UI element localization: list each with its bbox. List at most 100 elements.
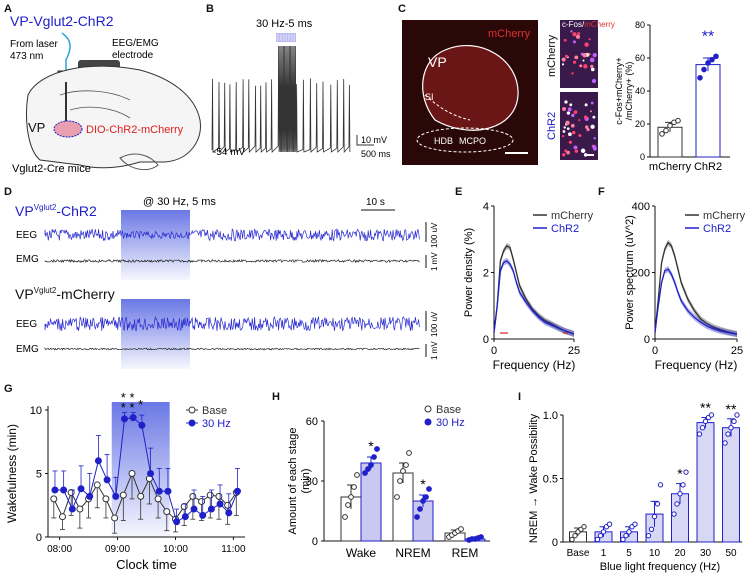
data-point bbox=[680, 482, 686, 488]
data-point bbox=[147, 470, 155, 477]
cell-dot bbox=[575, 34, 581, 39]
stim-window-2 bbox=[121, 299, 190, 369]
y-axis-label: Power density (%) bbox=[463, 228, 475, 317]
eeg-label-2: EEG bbox=[16, 319, 37, 330]
legend-label: mCherry bbox=[703, 210, 746, 222]
x-tick-label: 09:00 bbox=[105, 544, 130, 555]
x-tick-label: 25 bbox=[731, 345, 743, 357]
significance-label: * bbox=[420, 476, 426, 492]
data-point bbox=[103, 476, 111, 484]
y-tick-label: 1.0 bbox=[543, 410, 558, 422]
mice-label: Vglut2-Cre mice bbox=[12, 163, 91, 175]
cell-dot bbox=[564, 54, 569, 58]
data-point bbox=[426, 486, 432, 492]
panel-a: A VP-Vglut2-ChR2 From laser 473 nm EEG/E… bbox=[4, 3, 201, 175]
y-tick-label: 5 bbox=[36, 469, 42, 481]
stim-window-1 bbox=[121, 210, 190, 280]
data-point bbox=[181, 513, 189, 521]
data-point bbox=[594, 536, 601, 543]
emg-trace-2 bbox=[44, 347, 420, 351]
data-point bbox=[394, 494, 400, 500]
d-scale-label: 10 s bbox=[366, 197, 385, 208]
cell-dot bbox=[592, 146, 597, 151]
stim-pulses-b bbox=[276, 34, 295, 41]
sem-band bbox=[494, 242, 574, 337]
brain-outline bbox=[26, 65, 201, 169]
x-tick-label: 25 bbox=[568, 345, 580, 357]
cell-dot bbox=[563, 126, 566, 129]
data-point bbox=[667, 122, 673, 129]
data-point bbox=[164, 487, 172, 495]
d-title-1: VPVglut2-ChR2 bbox=[15, 203, 97, 219]
x-tick-label: 10:00 bbox=[163, 544, 188, 555]
cell-dot bbox=[570, 123, 575, 128]
panel-b: B 30 Hz-5 ms -54 mV 10 mV 500 ms bbox=[206, 3, 391, 159]
electrode-label-2: electrode bbox=[112, 50, 154, 61]
injection-site bbox=[53, 120, 83, 138]
significance-label: * bbox=[121, 400, 126, 415]
cell-dot bbox=[582, 52, 587, 58]
chart-c: 0 20 40 60 80 mCherry ChR2 ** c-Fos+mCherry+/mCh… bbox=[614, 20, 730, 173]
data-point bbox=[677, 491, 683, 497]
y-axis-label-2: (min) bbox=[300, 468, 312, 493]
optic-fiber bbox=[61, 32, 71, 72]
hdb-label: HDB bbox=[434, 136, 453, 146]
y-tick-label: 80 bbox=[635, 20, 645, 30]
legend-label: Base bbox=[202, 405, 227, 417]
data-point bbox=[342, 514, 348, 520]
data-point bbox=[734, 412, 740, 418]
cell-dot bbox=[590, 67, 595, 72]
emg-label-2: EMG bbox=[16, 344, 39, 355]
data-point bbox=[406, 450, 412, 456]
legend-label: ChR2 bbox=[703, 223, 731, 235]
vm-label: -54 mV bbox=[213, 147, 246, 158]
data-point bbox=[58, 513, 66, 521]
data-point bbox=[111, 514, 119, 522]
panel-label-d: D bbox=[4, 186, 12, 198]
panel-c: C mCherry VP SI HDB MCPO c-Fos/mCherry m… bbox=[398, 3, 730, 173]
panel-label-i: I bbox=[518, 391, 521, 403]
legend-label: Base bbox=[436, 404, 461, 416]
data-point bbox=[207, 505, 215, 513]
vp-region-glow bbox=[422, 45, 519, 131]
significance-label: * bbox=[129, 400, 134, 415]
cell-dot bbox=[590, 124, 595, 129]
mv-label-2: 1 mV bbox=[430, 341, 439, 360]
x-tick-label: 20 bbox=[674, 548, 686, 559]
data-point bbox=[374, 446, 380, 452]
y-tick-label: 0 bbox=[644, 334, 650, 346]
row-label-mcherry: mCherry bbox=[546, 34, 558, 77]
significance-label: ** bbox=[726, 401, 737, 417]
series-line bbox=[493, 245, 575, 335]
data-point bbox=[722, 440, 728, 446]
series-line bbox=[493, 260, 575, 335]
data-point bbox=[620, 536, 626, 543]
mcherry-overlay-label: mCherry bbox=[488, 28, 531, 40]
data-point bbox=[112, 492, 120, 500]
significance-label: * bbox=[368, 438, 374, 454]
cell-dot bbox=[564, 100, 568, 104]
data-point bbox=[697, 75, 703, 81]
cell-dot bbox=[564, 149, 568, 153]
data-point bbox=[68, 505, 76, 513]
data-point bbox=[397, 478, 403, 484]
x-tick-label: NREM bbox=[395, 546, 430, 560]
cell-dot bbox=[589, 57, 595, 63]
cell-dot bbox=[562, 130, 566, 133]
cell-dot bbox=[588, 38, 591, 41]
data-point bbox=[626, 529, 632, 535]
data-point bbox=[67, 489, 75, 497]
data-point bbox=[215, 492, 223, 500]
data-point bbox=[76, 505, 84, 513]
y-tick-label: 20 bbox=[635, 119, 645, 129]
significance-label: * bbox=[138, 397, 143, 412]
data-point bbox=[663, 127, 669, 134]
y-tick-label: 0 bbox=[552, 537, 558, 549]
dio-label: DIO-ChR2-mCherry bbox=[86, 124, 184, 136]
data-point bbox=[581, 524, 587, 530]
cell-dot bbox=[589, 110, 592, 113]
data-point bbox=[696, 431, 703, 437]
x-tick-label: ChR2 bbox=[694, 161, 722, 173]
